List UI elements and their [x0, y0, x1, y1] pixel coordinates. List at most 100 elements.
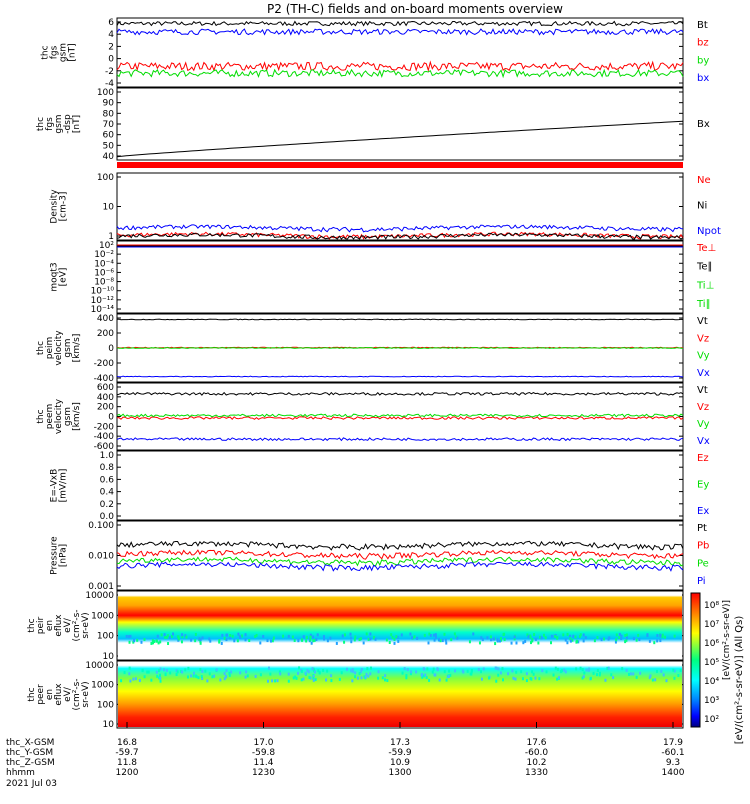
panel-9: 10000 1000 100 10 thcpeirenefluxeV/(cm²-s-sr…	[27, 590, 684, 662]
y-axis-label-line: peim	[45, 337, 55, 360]
spectrogram-cell	[552, 673, 555, 677]
spectrogram-cell	[360, 668, 363, 672]
spectrogram-cell	[620, 636, 623, 640]
spectrogram-cell	[199, 638, 202, 642]
y-axis-label-line: peir	[36, 616, 46, 634]
series-line-bx	[116, 28, 684, 36]
y-axis-label-line: thc	[27, 687, 37, 701]
spectrogram-cell	[416, 636, 419, 640]
spectrogram-cell	[427, 641, 430, 645]
spectrogram-cell	[312, 635, 315, 639]
legend-ne: Ne	[697, 175, 711, 186]
series-line-bt	[116, 20, 684, 27]
spectrogram-cell	[512, 676, 515, 680]
panel-frame	[116, 17, 684, 88]
spectrogram-cell	[244, 638, 247, 642]
spectrogram-cell	[300, 678, 303, 682]
spectrogram-cell	[448, 669, 451, 673]
spectrogram-cell	[228, 671, 231, 675]
spectrogram-cell	[200, 674, 203, 678]
legend-ex: Ex	[697, 506, 709, 517]
spectrogram-cell	[302, 677, 305, 681]
spectrogram-cell	[530, 677, 533, 681]
spectrogram-cell	[433, 638, 436, 642]
spectrogram-cell	[354, 635, 357, 639]
spectrogram-cell	[391, 635, 394, 639]
spectrogram-cell	[201, 669, 204, 673]
spectrogram-cell	[297, 671, 300, 675]
spectrogram-cell	[529, 641, 532, 645]
spectrogram-cell	[266, 639, 269, 643]
spectrogram-cell	[544, 636, 547, 640]
y-tick-label: 10⁻⁸	[94, 278, 114, 288]
spectrogram-cell	[635, 675, 638, 679]
spectrogram-cell	[428, 678, 431, 682]
spectrogram-cell	[129, 679, 132, 683]
x-tick-label: 10.2	[526, 758, 546, 768]
y-axis-label-line: eflux	[54, 683, 64, 706]
y-tick-label: 90	[103, 99, 115, 109]
spectrogram-cell	[244, 633, 247, 637]
spectrogram-cell	[413, 635, 416, 639]
y-axis-label-line: thc	[27, 618, 37, 632]
colorbar-scale	[690, 592, 701, 728]
spectrogram-cell	[526, 633, 529, 637]
x-tick-label: 1230	[252, 768, 275, 778]
spectrogram-cell	[352, 669, 355, 673]
spectrogram-cell	[507, 672, 510, 676]
series-line-pb	[116, 549, 684, 560]
y-tick-label: 2	[108, 42, 114, 52]
spectrogram-cell	[323, 637, 326, 641]
spectrogram-cell	[604, 678, 607, 682]
spectrogram-cell	[377, 676, 380, 680]
spectrogram-cell	[470, 672, 473, 676]
spectrogram-cell	[350, 636, 353, 640]
spectrogram-cell	[673, 676, 676, 680]
spectrogram-cell	[240, 634, 243, 638]
spectrogram-cell	[393, 637, 396, 641]
y-tick-label: 70	[103, 120, 115, 130]
y-axis-label: thcpeimvelocitygsm[km/s]	[36, 330, 82, 366]
spectrogram-cell	[615, 638, 618, 642]
legend-vz: Vz	[697, 333, 709, 344]
y-tick-label: 0	[108, 413, 114, 423]
spectrogram-cell	[177, 635, 180, 639]
spectrogram-cell	[309, 638, 312, 642]
y-tick-label: 10⁻¹²	[91, 296, 115, 306]
spectrogram-cell	[127, 635, 130, 639]
colorbar-overlay-label: [eV/(cm²-s-sr-eV)]	[722, 600, 732, 680]
spectrogram-cell	[146, 670, 149, 674]
spectrogram-cell	[271, 679, 274, 683]
spectrogram-cell	[525, 679, 528, 683]
y-tick-label: 0.2	[100, 500, 114, 510]
spectrogram-cell	[396, 635, 399, 639]
spectrogram-cell	[429, 633, 432, 637]
spectrogram-cell	[269, 672, 272, 676]
spectrogram-cell	[254, 635, 257, 639]
spectrogram-cell	[276, 679, 279, 683]
panel-frame	[116, 450, 684, 521]
legend-ez: Ez	[697, 453, 709, 464]
y-axis-label-line: [nT]	[68, 43, 78, 61]
spectrogram-cell	[201, 636, 204, 640]
x-row-label: thc_Y-GSM	[6, 748, 53, 758]
spectrogram-cell	[330, 679, 333, 683]
spectrogram-cell	[317, 669, 320, 673]
y-tick-label: 100	[97, 632, 114, 642]
spectrogram-cell	[326, 639, 329, 643]
spectrogram-cell	[432, 667, 435, 671]
spectrogram-cell	[562, 633, 565, 637]
x-tick-label: -59.9	[388, 748, 412, 758]
spectrogram-cell	[664, 635, 667, 639]
spectrogram-cell	[369, 632, 372, 636]
spectrogram-cell	[497, 673, 500, 677]
spectrogram-cell	[295, 676, 298, 680]
spectrogram-cell	[651, 678, 654, 682]
spectrogram-cell	[531, 638, 534, 642]
y-axis-label: moqt3[eV]	[50, 262, 69, 291]
spectrogram-cell	[421, 673, 424, 677]
panel-frame	[116, 520, 684, 591]
spectrogram-cell	[374, 637, 377, 641]
